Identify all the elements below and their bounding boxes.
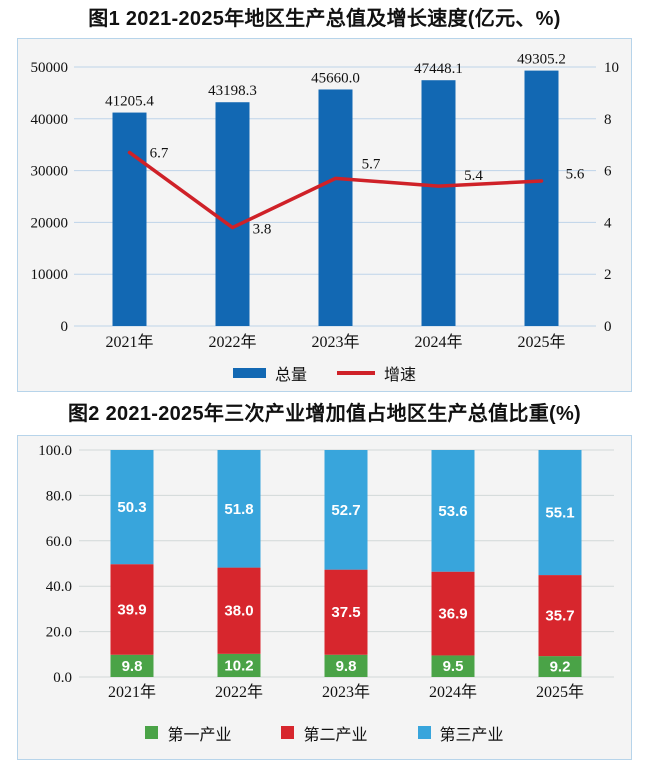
x-axis-label: 2021年 (105, 333, 153, 351)
segment-value-label: 9.5 (443, 658, 464, 675)
legend-label-secondary-industry: 第二产业 (303, 726, 368, 744)
segment-第一产业-2025年 (538, 656, 582, 677)
legend-label-growth: 增速 (384, 366, 417, 384)
gdp-value-label: 43198.3 (208, 83, 257, 99)
segment-value-label: 37.5 (331, 604, 360, 621)
segment-第三产业-2023年 (324, 450, 368, 570)
legend-label-tertiary-industry: 第三产业 (439, 726, 504, 744)
x-axis-label: 2021年 (108, 683, 156, 701)
growth-value-label: 3.8 (253, 222, 272, 238)
left-axis-tick-label: 30000 (31, 164, 69, 180)
gdp-bar-2024年 (421, 80, 456, 326)
secondary-industry-swatch-icon (281, 726, 295, 739)
primary-industry-swatch-icon (145, 726, 159, 739)
gdp-value-label: 47448.1 (414, 61, 463, 77)
growth-line-swatch-icon (337, 370, 375, 375)
gdp-bar-2023年 (318, 89, 353, 326)
gdp-value-label: 49305.2 (517, 52, 566, 68)
segment-value-label: 55.1 (545, 505, 574, 522)
figure1-combo-chart: 0 10000 20000 30000 40000 50000 0 2 4 6 8 10 41205.4… (31, 52, 620, 351)
growth-value-label: 5.7 (362, 156, 381, 172)
x-axis-label: 2022年 (208, 333, 256, 351)
growth-rate-line (127, 150, 544, 230)
right-axis-tick-label: 0 (604, 319, 612, 335)
figure2-title: 图2 2021-2025年三次产业增加值占地区生产总值比重(%) (67, 403, 582, 425)
figure2-legend: 第一产业 第二产业 第三产业 (18, 708, 631, 757)
right-axis-tick-label: 10 (604, 60, 619, 76)
segment-value-label: 52.7 (331, 502, 360, 519)
tertiary-industry-swatch-icon (417, 726, 431, 739)
segment-第三产业-2025年 (538, 450, 582, 576)
legend-item-secondary-industry: 第二产业 (281, 721, 368, 745)
figure1-panel: 0 10000 20000 30000 40000 50000 0 2 4 6 8 10 41205.4… (17, 38, 632, 392)
y-axis-tick-label: 40.0 (46, 579, 72, 595)
y-axis-tick-label: 60.0 (46, 534, 72, 550)
figure2-panel: 0.0 20.0 40.0 60.0 80.0 100.0 9.8 39.9 50.3 2021年… (17, 435, 632, 760)
segment-value-label: 36.9 (438, 606, 467, 623)
legend-item-primary-industry: 第一产业 (145, 721, 231, 745)
growth-value-label: 6.7 (150, 145, 169, 161)
left-axis-tick-label: 0 (61, 319, 69, 335)
left-axis-tick-label: 50000 (31, 60, 69, 76)
segment-value-label: 53.6 (438, 503, 467, 520)
segment-value-label: 51.8 (224, 501, 253, 518)
x-axis-label: 2025年 (536, 683, 584, 701)
left-axis-tick-label: 20000 (31, 215, 69, 231)
segment-第一产业-2024年 (431, 655, 475, 677)
gdp-bar-2025年 (524, 70, 559, 326)
segment-value-label: 50.3 (117, 499, 146, 516)
segment-value-label: 9.2 (550, 659, 571, 676)
legend-label-total: 总量 (274, 366, 307, 384)
figure1-title: 图1 2021-2025年地区生产总值及增长速度(亿元、%) (88, 8, 561, 30)
legend-item-total: 总量 (232, 361, 307, 385)
x-axis-label: 2024年 (414, 333, 462, 351)
figure1-legend: 总量 增速 (18, 355, 631, 390)
growth-value-label: 5.4 (464, 168, 483, 184)
right-axis-tick-label: 6 (604, 164, 612, 180)
legend-item-growth: 增速 (337, 361, 416, 385)
y-axis-tick-label: 80.0 (46, 488, 72, 504)
segment-第三产业-2021年 (110, 450, 154, 565)
legend-label-primary-industry: 第一产业 (167, 726, 232, 744)
right-axis-tick-label: 8 (604, 112, 612, 128)
segment-第二产业-2022年 (217, 567, 261, 654)
left-axis-tick-label: 40000 (31, 112, 69, 128)
left-axis-tick-label: 10000 (31, 267, 69, 283)
segment-第二产业-2025年 (538, 575, 582, 657)
growth-value-label: 5.6 (566, 166, 585, 182)
segment-第一产业-2022年 (217, 653, 261, 677)
y-axis-tick-label: 100.0 (38, 443, 72, 459)
x-axis-label: 2023年 (322, 683, 370, 701)
right-axis-tick-label: 2 (604, 267, 612, 283)
segment-value-label: 10.2 (224, 657, 253, 674)
segment-第二产业-2023年 (324, 569, 368, 655)
segment-第二产业-2021年 (110, 564, 154, 655)
legend-item-tertiary-industry: 第三产业 (417, 721, 504, 745)
gdp-value-label: 41205.4 (105, 94, 154, 110)
segment-value-label: 38.0 (224, 603, 253, 620)
segment-第二产业-2024年 (431, 571, 475, 656)
segment-第三产业-2024年 (431, 450, 475, 572)
gdp-bar-2022年 (215, 102, 250, 326)
y-axis-tick-label: 20.0 (46, 625, 72, 641)
figure2-stacked-chart: 0.0 20.0 40.0 60.0 80.0 100.0 9.8 39.9 50.3 2021年… (38, 443, 614, 701)
segment-value-label: 35.7 (545, 608, 574, 625)
total-bar-swatch-icon (232, 367, 266, 378)
segment-第一产业-2023年 (324, 654, 368, 677)
segment-value-label: 9.8 (122, 658, 143, 675)
right-axis-tick-label: 4 (604, 215, 612, 231)
segment-value-label: 9.8 (336, 658, 357, 675)
x-axis-label: 2022年 (215, 683, 263, 701)
segment-value-label: 39.9 (117, 601, 146, 618)
x-axis-label: 2024年 (429, 683, 477, 701)
segment-第三产业-2022年 (217, 450, 261, 568)
gdp-value-label: 45660.0 (311, 70, 360, 86)
y-axis-tick-label: 0.0 (53, 670, 72, 686)
x-axis-label: 2023年 (311, 333, 359, 351)
x-axis-label: 2025年 (517, 333, 565, 351)
gdp-bar-2021年 (112, 112, 147, 326)
segment-第一产业-2021年 (110, 654, 154, 677)
